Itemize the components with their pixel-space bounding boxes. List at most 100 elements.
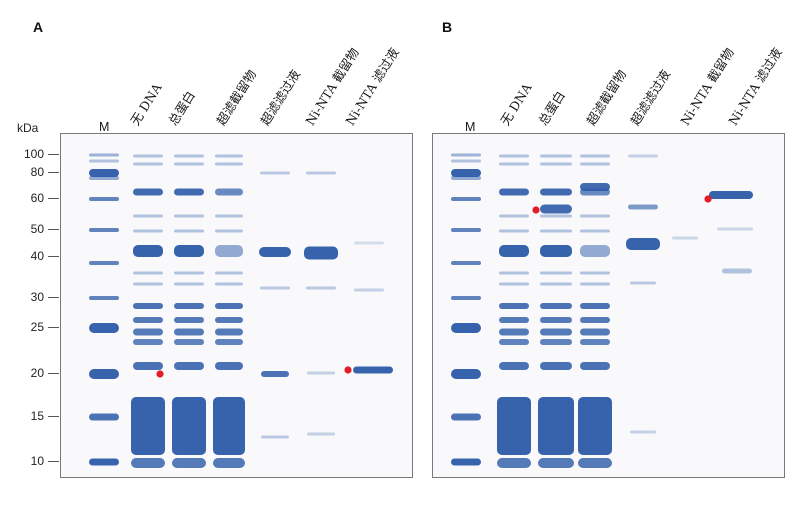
faint-band <box>174 214 204 218</box>
lane-label: 总蛋白 <box>535 88 568 128</box>
target-band-marker <box>532 206 540 214</box>
marker-band <box>451 261 481 265</box>
faint-band <box>260 171 290 175</box>
lane-label: 超滤截留物 <box>213 67 260 128</box>
faint-band <box>499 162 529 166</box>
gel-band <box>540 204 572 214</box>
faint-band <box>580 271 610 275</box>
gel-band <box>215 328 243 336</box>
faint-band <box>215 229 243 233</box>
lane-label: 超滤滤过液 <box>627 67 674 128</box>
gel-band <box>580 183 610 191</box>
smear-band <box>497 397 531 455</box>
gel-band <box>174 245 204 257</box>
faint-band <box>133 271 163 275</box>
faint-band <box>672 236 698 240</box>
lane-label-marker: M <box>99 120 110 134</box>
panel-a-label: A <box>33 19 44 35</box>
mw-label: 60 <box>30 191 44 205</box>
gel-band <box>259 247 291 257</box>
smear-band <box>538 458 574 468</box>
gel-band <box>499 317 529 323</box>
mw-tick <box>48 297 59 299</box>
gel-band <box>133 362 163 370</box>
lane-label: 无 DNA <box>127 80 165 128</box>
marker-band <box>451 296 481 300</box>
mw-tick <box>48 416 59 418</box>
gel-band <box>133 328 163 336</box>
gel-band <box>174 303 204 309</box>
faint-band <box>499 229 529 233</box>
smear-band <box>497 458 531 468</box>
faint-band <box>499 214 529 218</box>
faint-band <box>630 281 656 285</box>
gel-band <box>304 246 338 260</box>
gel-band <box>353 366 393 374</box>
marker-band <box>89 323 119 333</box>
marker-band <box>451 413 481 421</box>
gel-band <box>215 303 243 309</box>
lane-label: 超滤截留物 <box>583 67 630 128</box>
faint-band <box>354 241 384 245</box>
faint-band <box>215 154 243 158</box>
gel-band <box>133 317 163 323</box>
mw-tick <box>48 154 59 156</box>
gel-band <box>540 317 572 323</box>
marker-band <box>89 197 119 201</box>
mw-label: 100 <box>23 147 44 161</box>
gel-band <box>626 238 660 250</box>
faint-band <box>174 271 204 275</box>
faint-band <box>580 214 610 218</box>
mw-tick <box>48 256 59 258</box>
gel-band <box>215 317 243 323</box>
gel-band <box>261 371 289 377</box>
marker-band <box>89 176 119 180</box>
faint-band <box>174 154 204 158</box>
smear-band <box>131 458 165 468</box>
marker-band <box>89 296 119 300</box>
marker-band <box>451 369 481 379</box>
mw-tick <box>48 229 59 231</box>
gel-band <box>628 204 658 210</box>
faint-band <box>133 229 163 233</box>
faint-band <box>215 271 243 275</box>
mw-label: 15 <box>30 409 44 423</box>
faint-band <box>540 154 572 158</box>
marker-band <box>89 413 119 421</box>
smear-band <box>213 458 245 468</box>
faint-band <box>261 435 289 439</box>
faint-band <box>215 282 243 286</box>
gel-band <box>499 245 529 257</box>
faint-band <box>260 286 290 290</box>
marker-band <box>89 228 119 232</box>
faint-band <box>306 286 336 290</box>
gel-panel-b <box>432 133 785 478</box>
gel-a-image <box>89 153 393 468</box>
gel-band <box>174 317 204 323</box>
smear-band <box>172 458 206 468</box>
gel-band <box>174 188 204 196</box>
gel-band <box>540 188 572 196</box>
gel-band <box>215 362 243 370</box>
faint-band <box>722 268 752 274</box>
faint-band <box>540 162 572 166</box>
gel-band <box>499 362 529 370</box>
faint-band <box>499 271 529 275</box>
lane-label-marker: M <box>465 120 476 134</box>
target-band-marker <box>344 366 352 374</box>
faint-band <box>580 154 610 158</box>
mw-label: 50 <box>30 222 44 236</box>
faint-band <box>717 227 753 231</box>
mw-label: 25 <box>30 320 44 334</box>
gel-band <box>540 339 572 345</box>
faint-band <box>133 162 163 166</box>
faint-band <box>215 162 243 166</box>
lane-label: 无 DNA <box>497 80 535 128</box>
faint-band <box>307 432 335 436</box>
faint-band <box>215 214 243 218</box>
faint-band <box>354 288 384 292</box>
gel-band <box>499 339 529 345</box>
lane-label: 总蛋白 <box>165 88 198 128</box>
faint-band <box>133 214 163 218</box>
gel-band <box>580 339 610 345</box>
